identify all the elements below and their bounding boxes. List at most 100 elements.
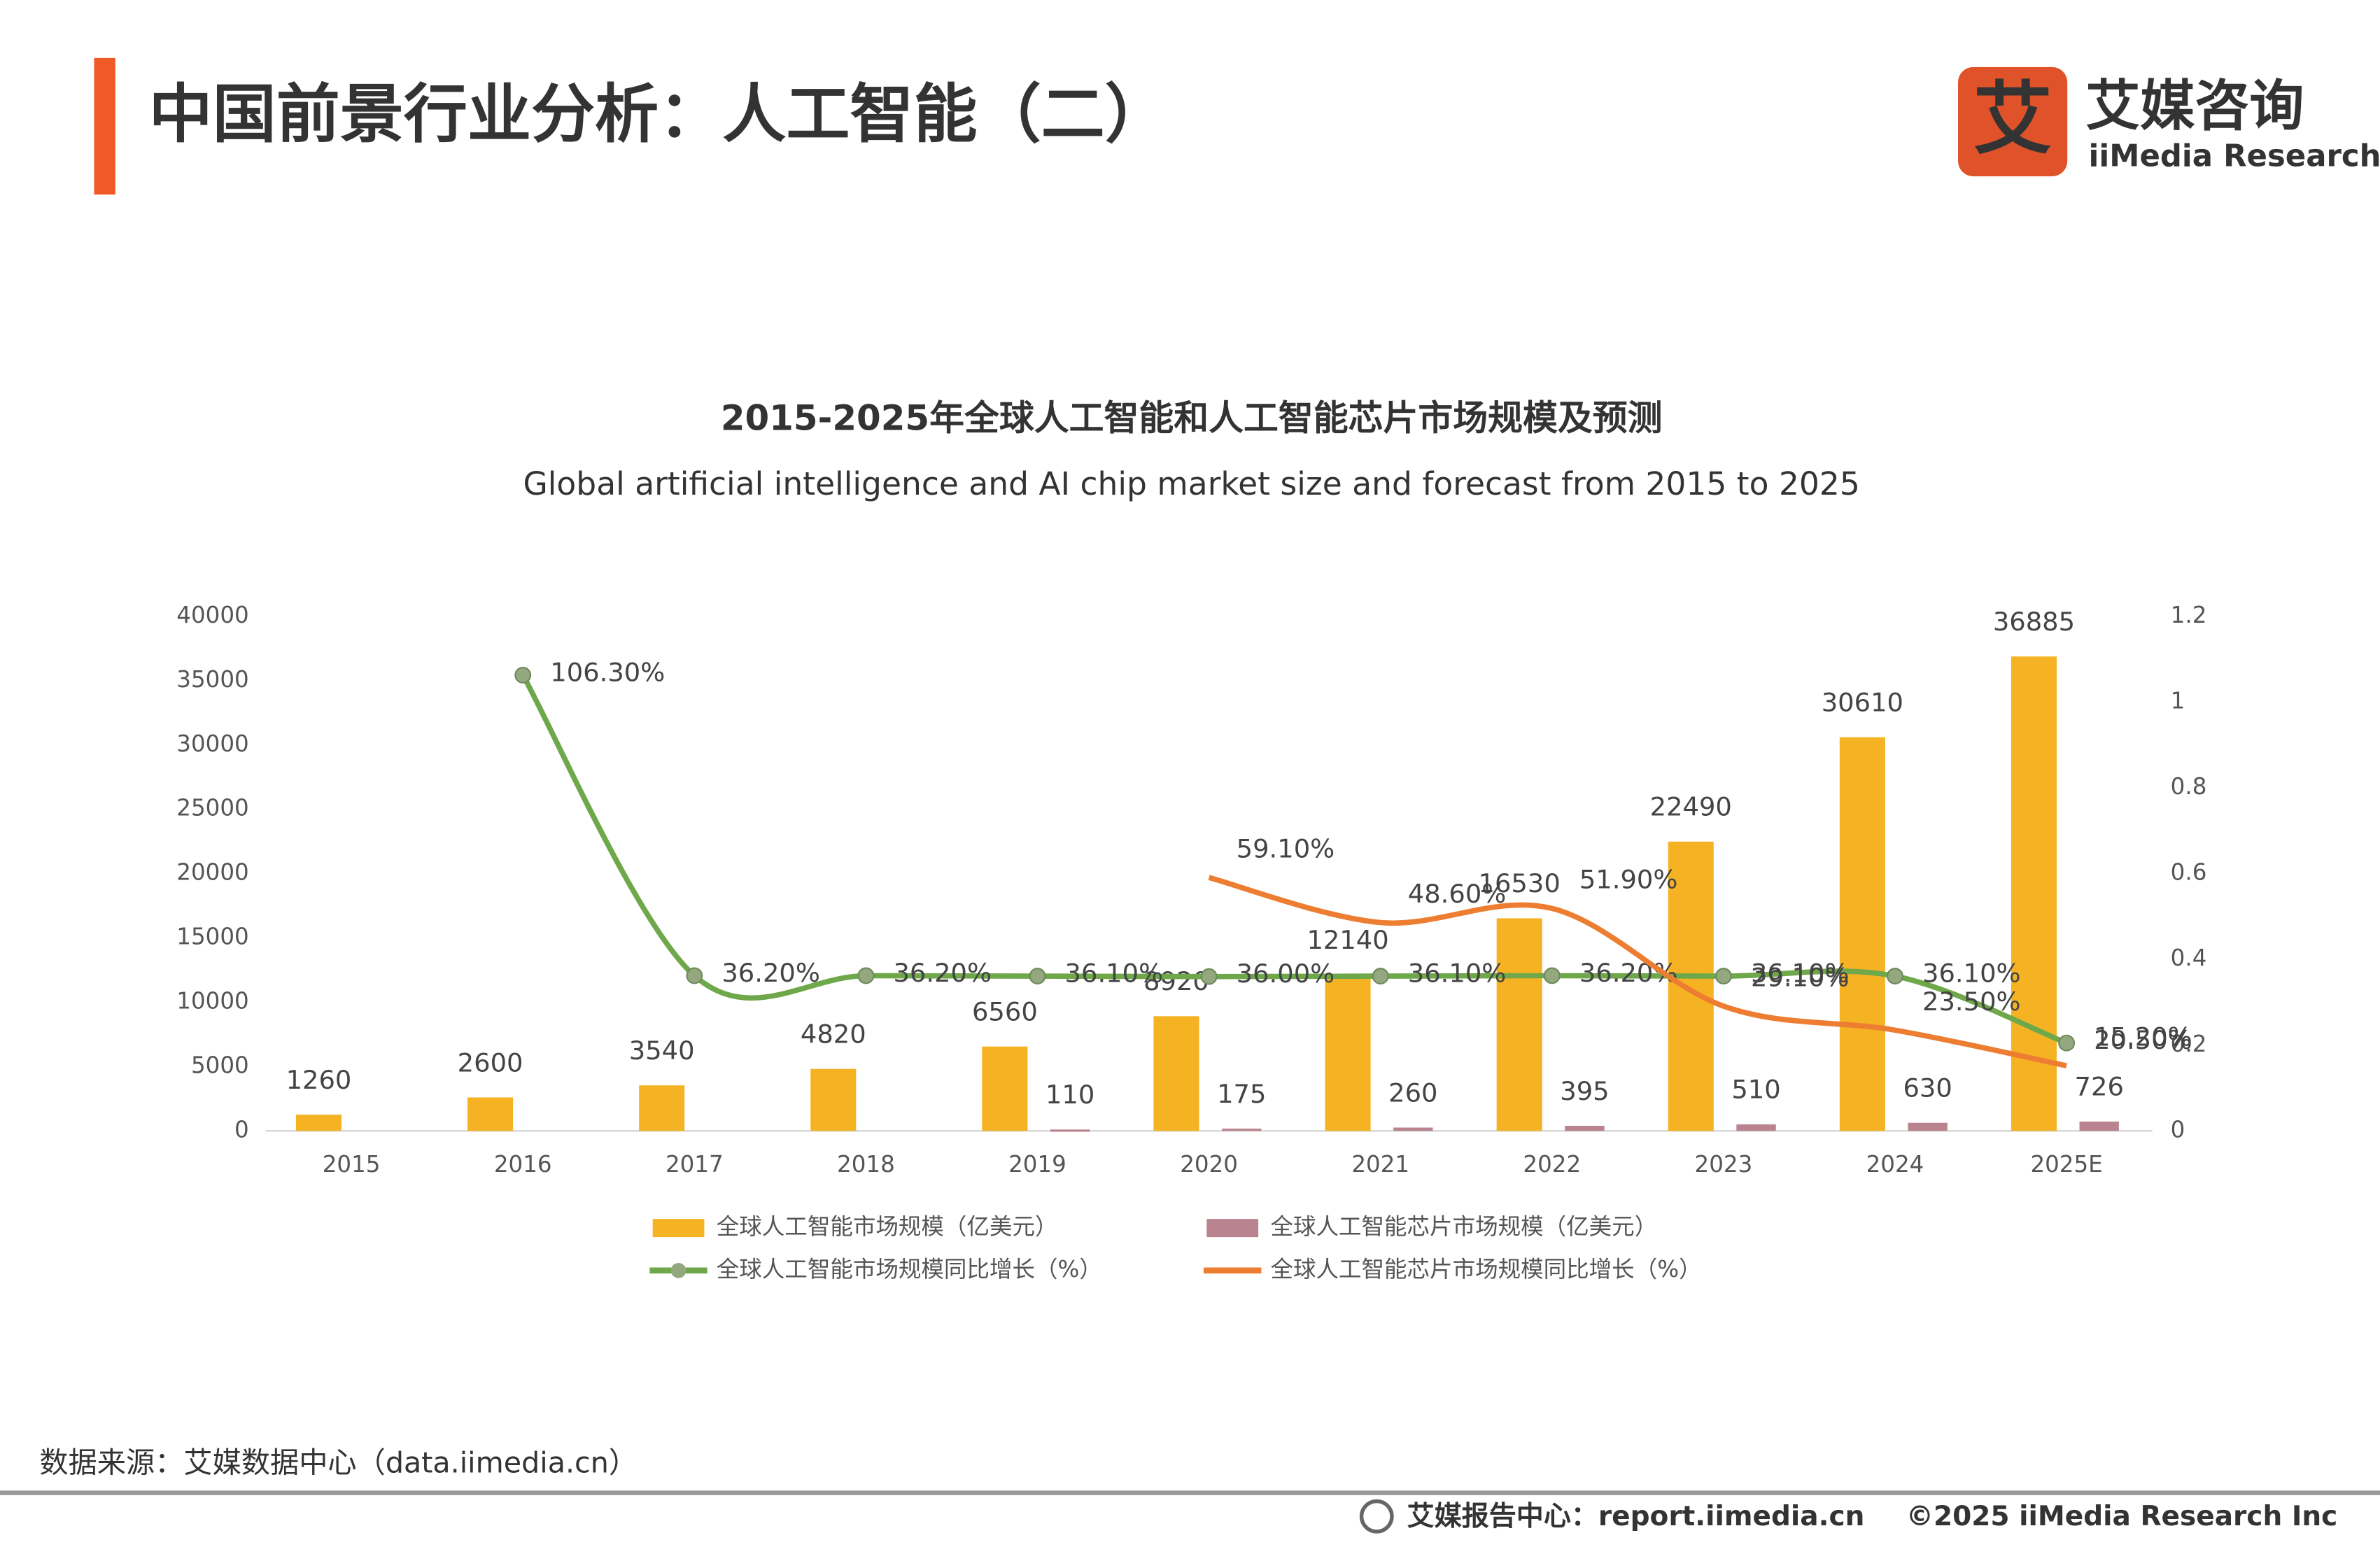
y2-tick-label: 0: [2171, 1116, 2185, 1143]
title-accent: [94, 57, 115, 195]
bar: [810, 1068, 857, 1131]
y-tick-label: 40000: [176, 602, 248, 628]
x-tick-label: 2025E: [2030, 1151, 2102, 1178]
percent-label: 20.50%: [2094, 1025, 2192, 1055]
y-tick-label: 35000: [176, 666, 248, 693]
y-tick-label: 15000: [176, 924, 248, 950]
percent-label: 15.20%: [2094, 1022, 2192, 1052]
bar: [467, 1097, 514, 1131]
point: [514, 667, 532, 684]
bar: [1839, 737, 1885, 1131]
bar: [1325, 975, 1371, 1131]
bar: [2079, 1121, 2119, 1131]
x-tick-label: 2015: [323, 1151, 381, 1178]
y2-tick-label: 0.4: [2171, 945, 2207, 971]
legend-swatch: [1206, 1219, 1259, 1238]
percent-label: 23.50%: [1922, 987, 2021, 1017]
point: [1029, 968, 1046, 985]
point: [1543, 967, 1561, 984]
percent-label: 29.10%: [1751, 962, 1850, 992]
y2-tick-label: 0.8: [2171, 773, 2207, 800]
bar: [295, 1115, 342, 1131]
x-tick-label: 2019: [1008, 1151, 1066, 1178]
y-tick-label: 0: [234, 1116, 249, 1143]
point: [1887, 968, 1903, 985]
x-tick-label: 2021: [1351, 1151, 1409, 1178]
y-tick-label: 5000: [191, 1052, 249, 1078]
value-label: 8920: [1143, 966, 1209, 996]
bar: [1050, 1129, 1090, 1132]
y2-tick-label: 1.2: [2171, 602, 2207, 628]
percent-label: 36.10%: [1408, 958, 1507, 988]
y-tick-label: 20000: [176, 859, 248, 886]
footer-rule: [0, 1490, 2380, 1495]
value-label: 630: [1903, 1073, 1952, 1103]
y2-tick-label: 1: [2171, 688, 2185, 714]
value-label: 175: [1217, 1079, 1266, 1109]
page-title: 中国前景行业分析：人工智能（二）: [149, 77, 1169, 151]
legend-label: 全球人工智能市场规模同比增长（%）: [717, 1256, 1102, 1283]
value-label: 3540: [629, 1036, 695, 1066]
x-tick-label: 2023: [1695, 1151, 1753, 1178]
value-label: 4820: [801, 1019, 866, 1049]
point: [1714, 968, 1732, 985]
bar: [1153, 1016, 1199, 1131]
logo-mark: 艾: [1973, 73, 2052, 165]
report-center: 艾媒报告中心：report.iimedia.cn: [1407, 1501, 1865, 1532]
y-tick-label: 10000: [176, 987, 248, 1014]
logo-name-en: iiMedia Research: [2089, 139, 2380, 174]
point: [1372, 968, 1389, 985]
percent-label: 36.20%: [893, 958, 992, 988]
logo-box: [1958, 66, 2068, 176]
percent-label: 36.20%: [721, 958, 820, 988]
percent-label: 36.10%: [1751, 958, 1850, 988]
line: [1208, 875, 2067, 1068]
bar: [1393, 1127, 1433, 1131]
chart-subtitle: Global artificial intelligence and AI ch…: [523, 465, 1860, 502]
bar: [1222, 1129, 1262, 1131]
x-tick-label: 2018: [837, 1151, 895, 1178]
point: [686, 967, 703, 984]
legend-label: 全球人工智能芯片市场规模同比增长（%）: [1270, 1256, 1701, 1283]
footer-icon: [1359, 1499, 1394, 1534]
copyright: ©2025 iiMedia Research Inc: [1906, 1501, 2337, 1532]
bar: [639, 1085, 685, 1131]
x-tick-label: 2017: [666, 1151, 724, 1178]
value-label: 395: [1560, 1076, 1609, 1106]
y-tick-label: 30000: [176, 730, 248, 757]
bar: [1668, 841, 1714, 1131]
bar: [1496, 918, 1542, 1131]
bar: [1908, 1122, 1948, 1131]
bar: [2011, 656, 2057, 1131]
percent-label: 51.90%: [1579, 865, 1678, 895]
value-label: 726: [2075, 1072, 2124, 1102]
percent-label: 48.60%: [1408, 879, 1507, 909]
value-label: 260: [1388, 1078, 1437, 1108]
value-label: 30610: [1822, 687, 1903, 717]
value-label: 110: [1045, 1080, 1094, 1110]
value-label: 510: [1731, 1075, 1780, 1105]
x-tick-label: 2016: [494, 1151, 552, 1178]
legend-swatch: [670, 1263, 686, 1278]
legend-label: 全球人工智能市场规模（亿美元）: [717, 1213, 1058, 1240]
source: 数据来源：艾媒数据中心（data.iimedia.cn）: [39, 1446, 638, 1479]
value-label: 16530: [1479, 868, 1561, 898]
logo-name: 艾媒咨询: [2085, 75, 2304, 138]
x-tick-label: 2022: [1523, 1151, 1581, 1178]
line: [520, 674, 2068, 1046]
value-label: 36885: [1993, 607, 2075, 637]
percent-label: 36.10%: [1922, 958, 2021, 988]
point: [2058, 1034, 2076, 1052]
value-label: 12140: [1307, 925, 1388, 955]
y2-tick-label: 0.6: [2171, 859, 2207, 886]
y2-tick-label: 0.2: [2171, 1031, 2207, 1057]
percent-label: 36.00%: [1237, 959, 1335, 989]
value-label: 1260: [286, 1065, 352, 1095]
bar: [982, 1046, 1028, 1131]
y-tick-label: 25000: [176, 795, 248, 821]
bar: [1565, 1126, 1605, 1131]
x-tick-label: 2020: [1180, 1151, 1238, 1178]
percent-label: 106.30%: [550, 657, 665, 687]
percent-label: 59.10%: [1237, 834, 1335, 864]
point: [857, 967, 875, 984]
